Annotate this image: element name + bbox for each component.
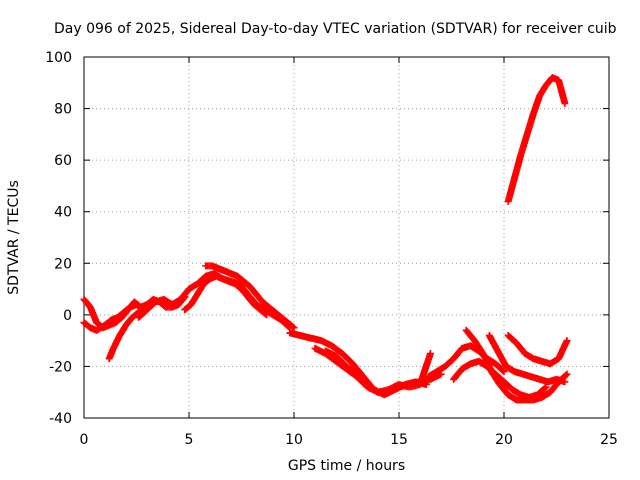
series-arc-14	[504, 331, 571, 368]
series-arc-13	[485, 331, 569, 386]
data-point	[499, 367, 507, 375]
data-point	[561, 378, 569, 386]
data-point	[563, 337, 571, 345]
x-axis-tick-labels: 0 5 10 15 20 25	[80, 432, 618, 448]
data-point	[290, 324, 298, 332]
data-point	[262, 310, 270, 318]
data-point	[561, 99, 569, 107]
y-axis-title: SDTVAR / TECUs	[6, 180, 22, 295]
x-tick-label: 15	[390, 432, 408, 448]
x-tick-label: 20	[495, 432, 513, 448]
series-arc-15	[504, 74, 569, 205]
x-tick-label: 10	[285, 432, 303, 448]
data-point	[289, 323, 297, 331]
data-point	[427, 350, 434, 358]
data-point	[541, 384, 549, 392]
data-series-layer	[80, 74, 571, 404]
plot-frame	[83, 56, 610, 419]
series-arc-12	[462, 326, 571, 404]
y-tick-label: 20	[54, 256, 72, 272]
y-tick-label: -20	[49, 359, 72, 375]
y-tick-label: 0	[63, 308, 72, 324]
y-tick-label: 60	[54, 153, 72, 169]
series-arc-5	[181, 272, 271, 319]
data-point	[563, 370, 571, 378]
y-tick-label: 80	[54, 102, 72, 118]
y-axis-tick-labels: -40 -20 0 20 40 60 80 100	[45, 50, 72, 427]
data-point	[562, 371, 570, 379]
series-arc-6	[202, 262, 298, 332]
y-tick-label: 100	[45, 50, 72, 66]
data-point	[263, 311, 271, 319]
series-arc-9	[322, 347, 434, 396]
x-tick-label: 0	[80, 432, 89, 448]
x-axis-title: GPS time / hours	[288, 458, 405, 474]
y-tick-label: 40	[54, 205, 72, 221]
data-point	[500, 368, 508, 376]
x-tick-label: 5	[185, 432, 194, 448]
x-tick-label: 25	[600, 432, 618, 448]
chart-title: Day 096 of 2025, Sidereal Day-to-day VTE…	[54, 21, 617, 37]
y-tick-label: -40	[49, 411, 72, 427]
axis-ticks	[83, 56, 610, 419]
